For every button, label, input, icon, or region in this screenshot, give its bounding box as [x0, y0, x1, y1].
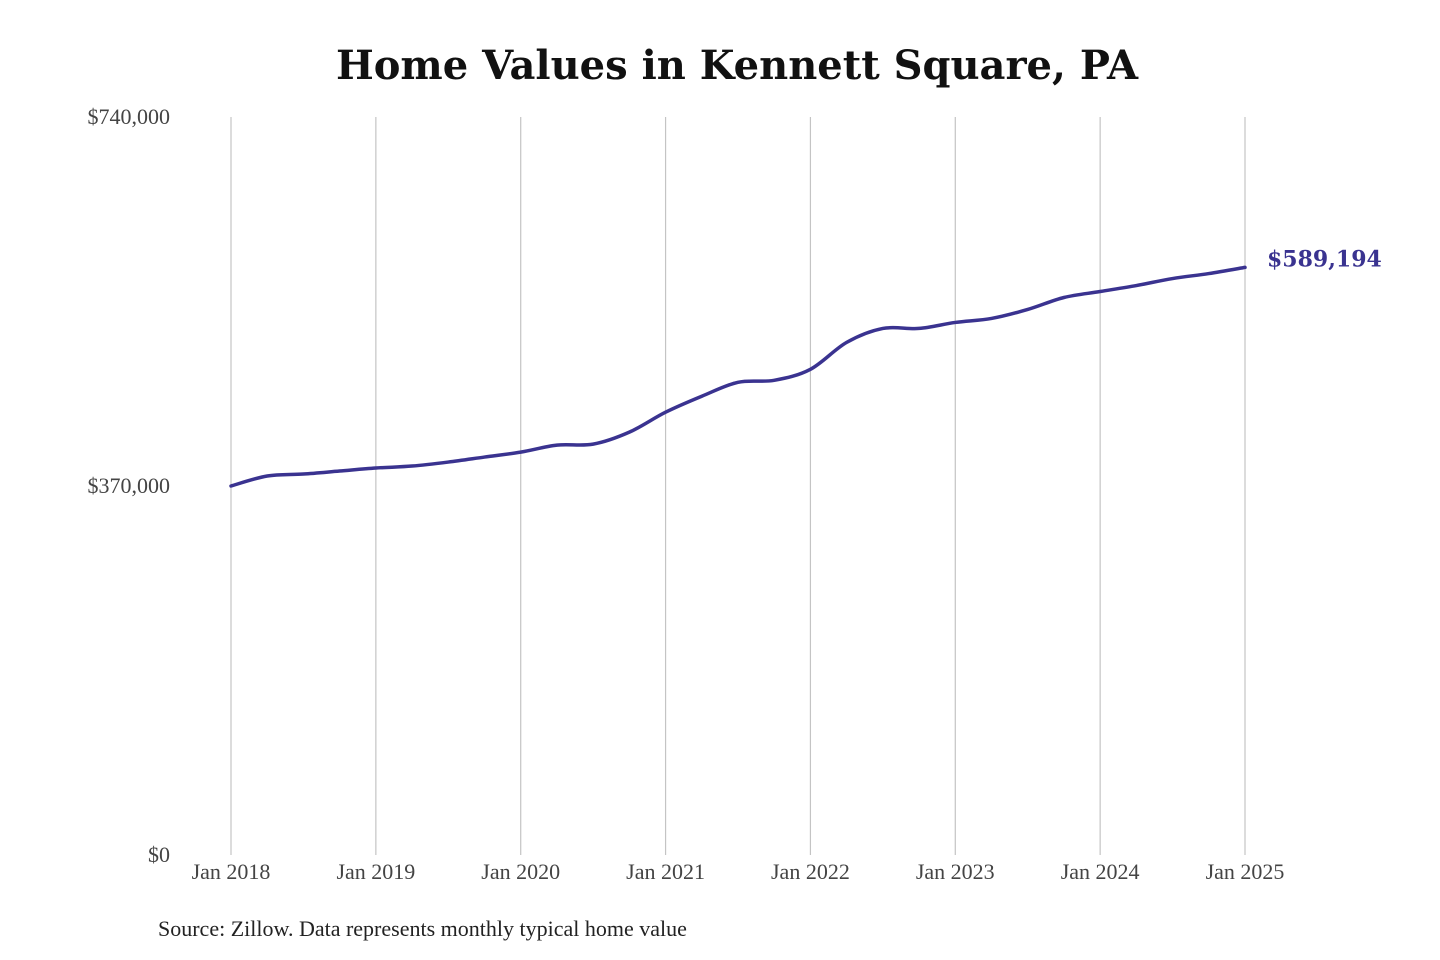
x-tick-label: Jan 2022: [771, 859, 850, 884]
source-note: Source: Zillow. Data represents monthly …: [158, 916, 687, 941]
end-value-label: $589,194: [1267, 246, 1382, 272]
x-tick-label: Jan 2024: [1061, 859, 1140, 884]
y-tick-label: $370,000: [88, 473, 171, 498]
x-tick-label: Jan 2023: [916, 859, 995, 884]
y-tick-label: $0: [148, 842, 170, 867]
x-tick-label: Jan 2020: [481, 859, 560, 884]
chart-title: Home Values in Kennett Square, PA: [335, 42, 1139, 89]
x-tick-label: Jan 2025: [1206, 859, 1285, 884]
y-tick-label: $740,000: [88, 104, 171, 129]
x-tick-label: Jan 2021: [626, 859, 705, 884]
x-tick-label: Jan 2019: [336, 859, 415, 884]
series-line: [229, 265, 1247, 488]
x-tick-label: Jan 2018: [192, 859, 271, 884]
